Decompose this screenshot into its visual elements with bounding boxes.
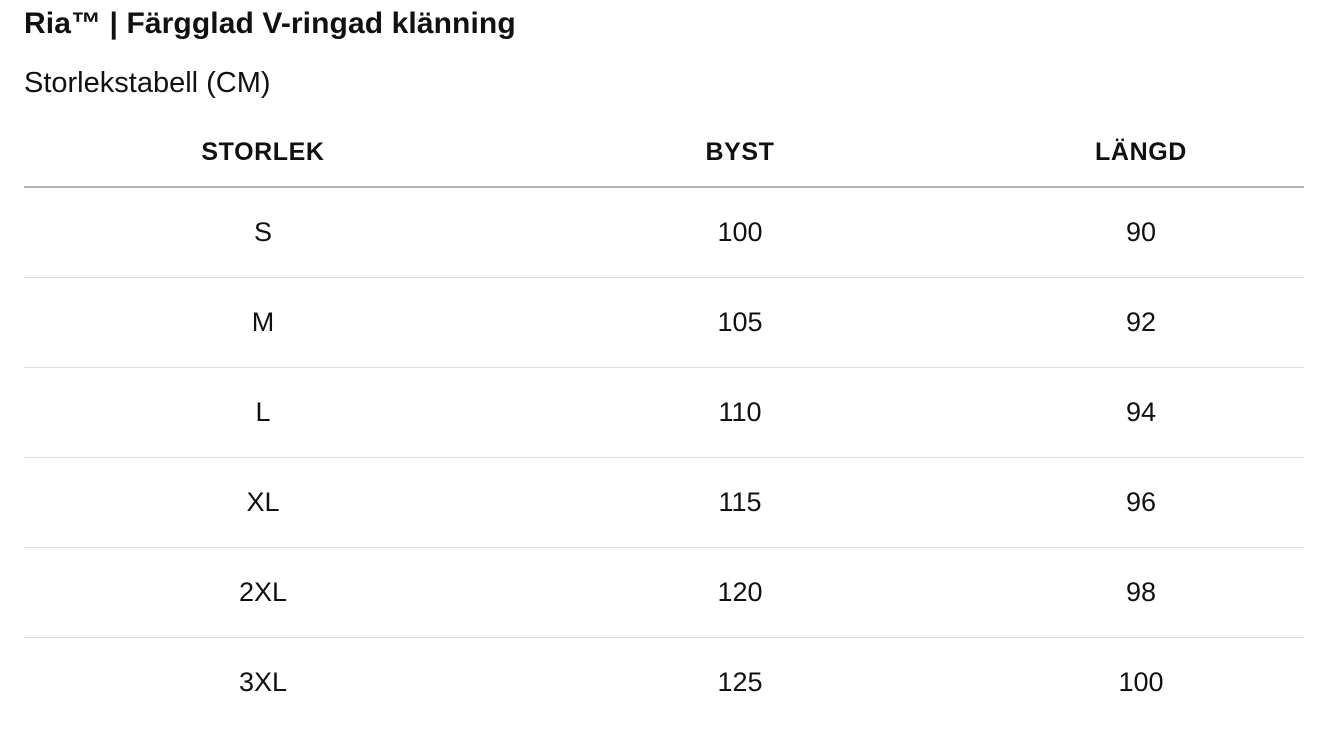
column-header-bust: BYST	[502, 118, 978, 188]
product-title: Ria™ | Färgglad V-ringad klänning	[24, 7, 516, 40]
column-header-length: LÄNGD	[978, 118, 1304, 188]
length-cell: 98	[978, 547, 1304, 638]
table-row: S 100 90	[24, 187, 1304, 278]
table-row: L 110 94	[24, 367, 1304, 458]
length-cell: 94	[978, 367, 1304, 458]
table-row: 3XL 125 100	[24, 638, 1304, 728]
length-cell: 90	[978, 187, 1304, 278]
length-cell: 92	[978, 277, 1304, 368]
length-cell: 96	[978, 457, 1304, 548]
bust-cell: 110	[502, 367, 978, 458]
size-cell: 2XL	[24, 547, 502, 638]
bust-cell: 115	[502, 457, 978, 548]
length-cell: 100	[1118, 667, 1164, 697]
size-cell: S	[24, 187, 502, 278]
size-cell: XL	[24, 457, 502, 548]
bust-cell: 100	[502, 187, 978, 278]
table-row: M 105 92	[24, 277, 1304, 368]
column-header-size: STORLEK	[24, 118, 502, 188]
size-chart-panel: Ria™ | Färgglad V-ringad klänning Storle…	[24, 0, 1304, 697]
size-cell: L	[24, 367, 502, 458]
bust-cell: 125	[717, 667, 763, 697]
bust-cell: 120	[502, 547, 978, 638]
size-cell: M	[24, 277, 502, 368]
table-row: 2XL 120 98	[24, 547, 1304, 638]
size-cell: 3XL	[238, 667, 288, 697]
bust-cell: 105	[502, 277, 978, 368]
size-table-subtitle: Storlekstabell (CM)	[24, 67, 271, 99]
table-row: XL 115 96	[24, 457, 1304, 548]
table-header-row: STORLEK BYST LÄNGD	[24, 118, 1304, 188]
size-table: STORLEK BYST LÄNGD S 100 90 M 105 92 L 1…	[24, 118, 1304, 727]
